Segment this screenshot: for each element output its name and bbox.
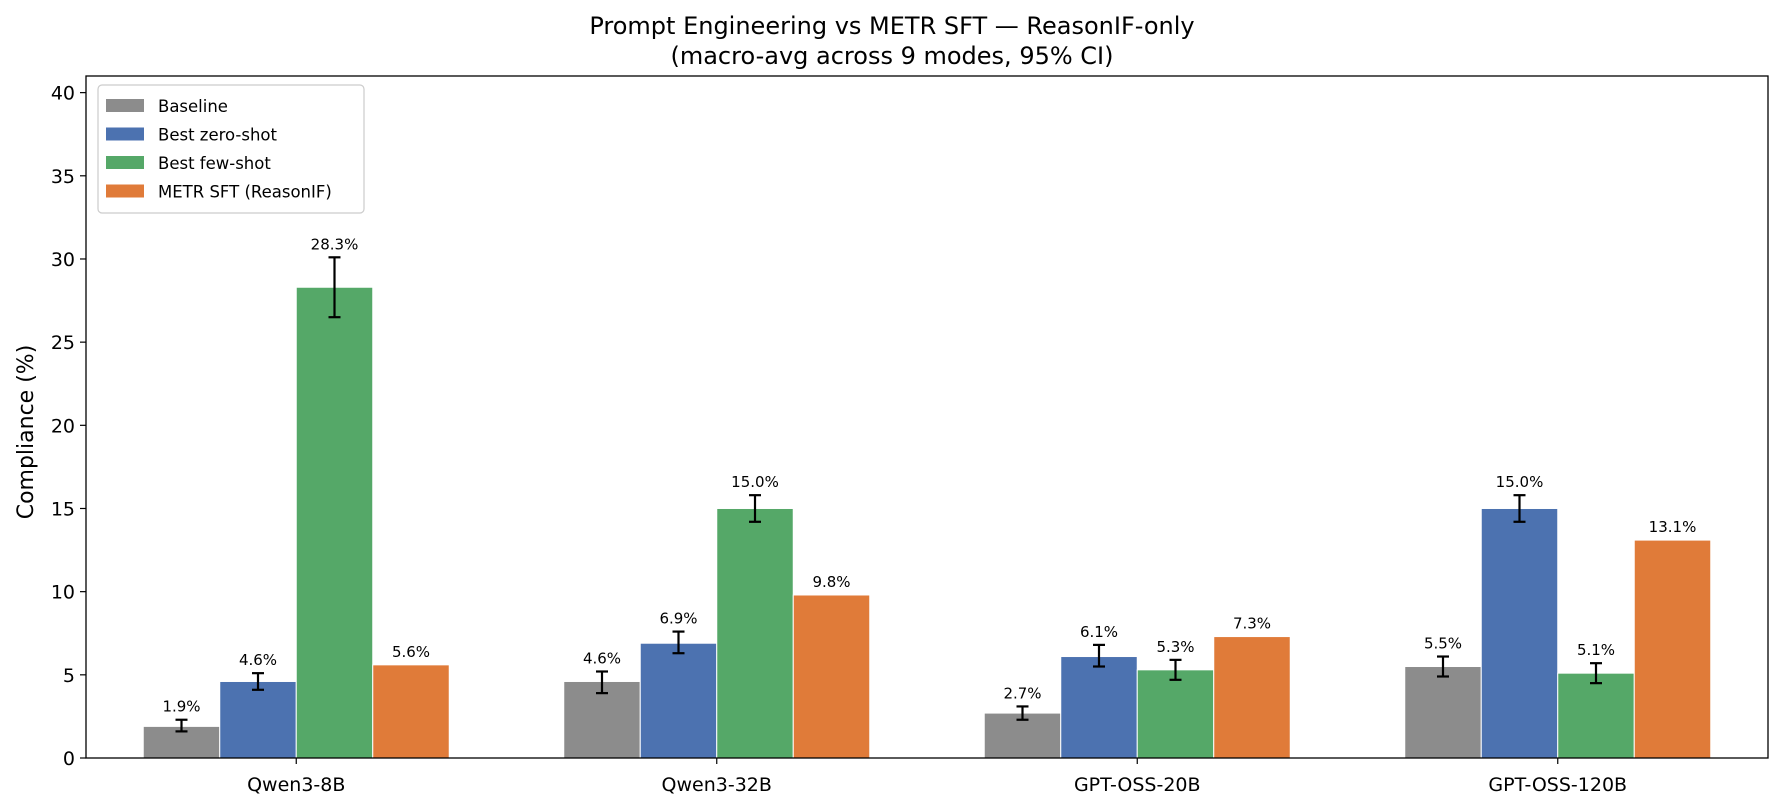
y-tick-label: 0	[63, 748, 75, 770]
data-label: 9.8%	[812, 573, 850, 591]
bar-3-2	[716, 507, 794, 759]
data-label: 15.0%	[1496, 473, 1544, 491]
data-label: 5.1%	[1577, 641, 1615, 659]
error-bar	[596, 670, 608, 695]
error-bar	[1169, 658, 1182, 681]
plot-frame	[85, 75, 1769, 759]
y-tick-label: 10	[51, 582, 75, 604]
bar-4-3	[1213, 636, 1291, 759]
error-bar	[1016, 705, 1029, 721]
legend-entry: METR SFT (ReasonIF)	[158, 183, 332, 202]
x-tick-label: Qwen3-32B	[662, 774, 772, 796]
bar-3-3	[1136, 669, 1215, 759]
bar-2-1	[219, 680, 297, 759]
chart-title: Prompt Engineering vs METR SFT — ReasonI…	[589, 12, 1194, 40]
chart-subtitle: (macro-avg across 9 modes, 95% CI)	[670, 42, 1113, 70]
y-tick-label: 20	[51, 415, 75, 437]
bar-3-4	[1557, 672, 1635, 759]
data-label: 1.9%	[162, 698, 200, 716]
error-bar	[175, 718, 188, 733]
data-label: 5.6%	[392, 643, 430, 661]
plot-area: 1.9% 4.6% 2.7% 5.5% 4.6% 6.9% 6.1% 15.0% 28.3% 15…	[51, 75, 1769, 796]
data-label: 4.6%	[239, 651, 277, 669]
error-bar	[252, 672, 264, 691]
y-tick-label: 5	[63, 665, 75, 687]
error-bar	[328, 256, 341, 319]
data-label: 6.1%	[1080, 623, 1118, 641]
legend-swatch	[106, 184, 144, 198]
bar-4-4	[1633, 539, 1712, 759]
data-label: 7.3%	[1233, 615, 1271, 633]
data-label: 15.0%	[731, 473, 779, 491]
error-bar	[749, 494, 761, 523]
y-tick-label: 30	[51, 249, 75, 271]
error-bar	[672, 630, 685, 655]
data-label: 28.3%	[311, 235, 359, 253]
data-label: 5.5%	[1424, 635, 1462, 653]
data-label: 4.6%	[583, 650, 621, 668]
bar-2-3	[1060, 656, 1138, 759]
data-label: 13.1%	[1649, 518, 1697, 536]
y-tick-label: 25	[51, 332, 75, 354]
x-tick-label: Qwen3-8B	[247, 774, 345, 796]
error-bar	[1093, 643, 1105, 668]
error-bar	[1513, 494, 1526, 523]
legend-swatch	[106, 99, 144, 112]
bar-2-2	[639, 642, 718, 759]
y-tick-label: 15	[51, 498, 75, 520]
data-label: 2.7%	[1003, 684, 1041, 702]
legend-entry: Best few-shot	[158, 154, 271, 173]
y-tick-label: 40	[51, 83, 75, 105]
bar-3-1	[295, 286, 374, 759]
bar-2-4	[1480, 507, 1559, 759]
x-tick-label: GPT-OSS-120B	[1488, 774, 1627, 796]
bar-4-1	[372, 664, 450, 759]
bar-4-2	[792, 594, 871, 759]
y-tick-label: 35	[51, 166, 75, 188]
error-bar	[1590, 662, 1602, 685]
data-label: 5.3%	[1156, 638, 1194, 656]
y-axis-label: Compliance (%)	[14, 345, 39, 520]
bar-1-4	[1404, 666, 1482, 759]
legend-swatch	[106, 127, 144, 141]
legend-entry: Best zero-shot	[158, 126, 278, 145]
legend: Baseline Best zero-shot Best few-shot METR …	[97, 84, 365, 214]
error-bar	[1437, 655, 1449, 678]
legend-swatch	[106, 156, 144, 169]
legend-entry: Baseline	[158, 97, 228, 116]
legend-box	[97, 84, 365, 214]
data-label: 6.9%	[659, 610, 697, 628]
x-tick-label: GPT-OSS-20B	[1074, 774, 1201, 796]
